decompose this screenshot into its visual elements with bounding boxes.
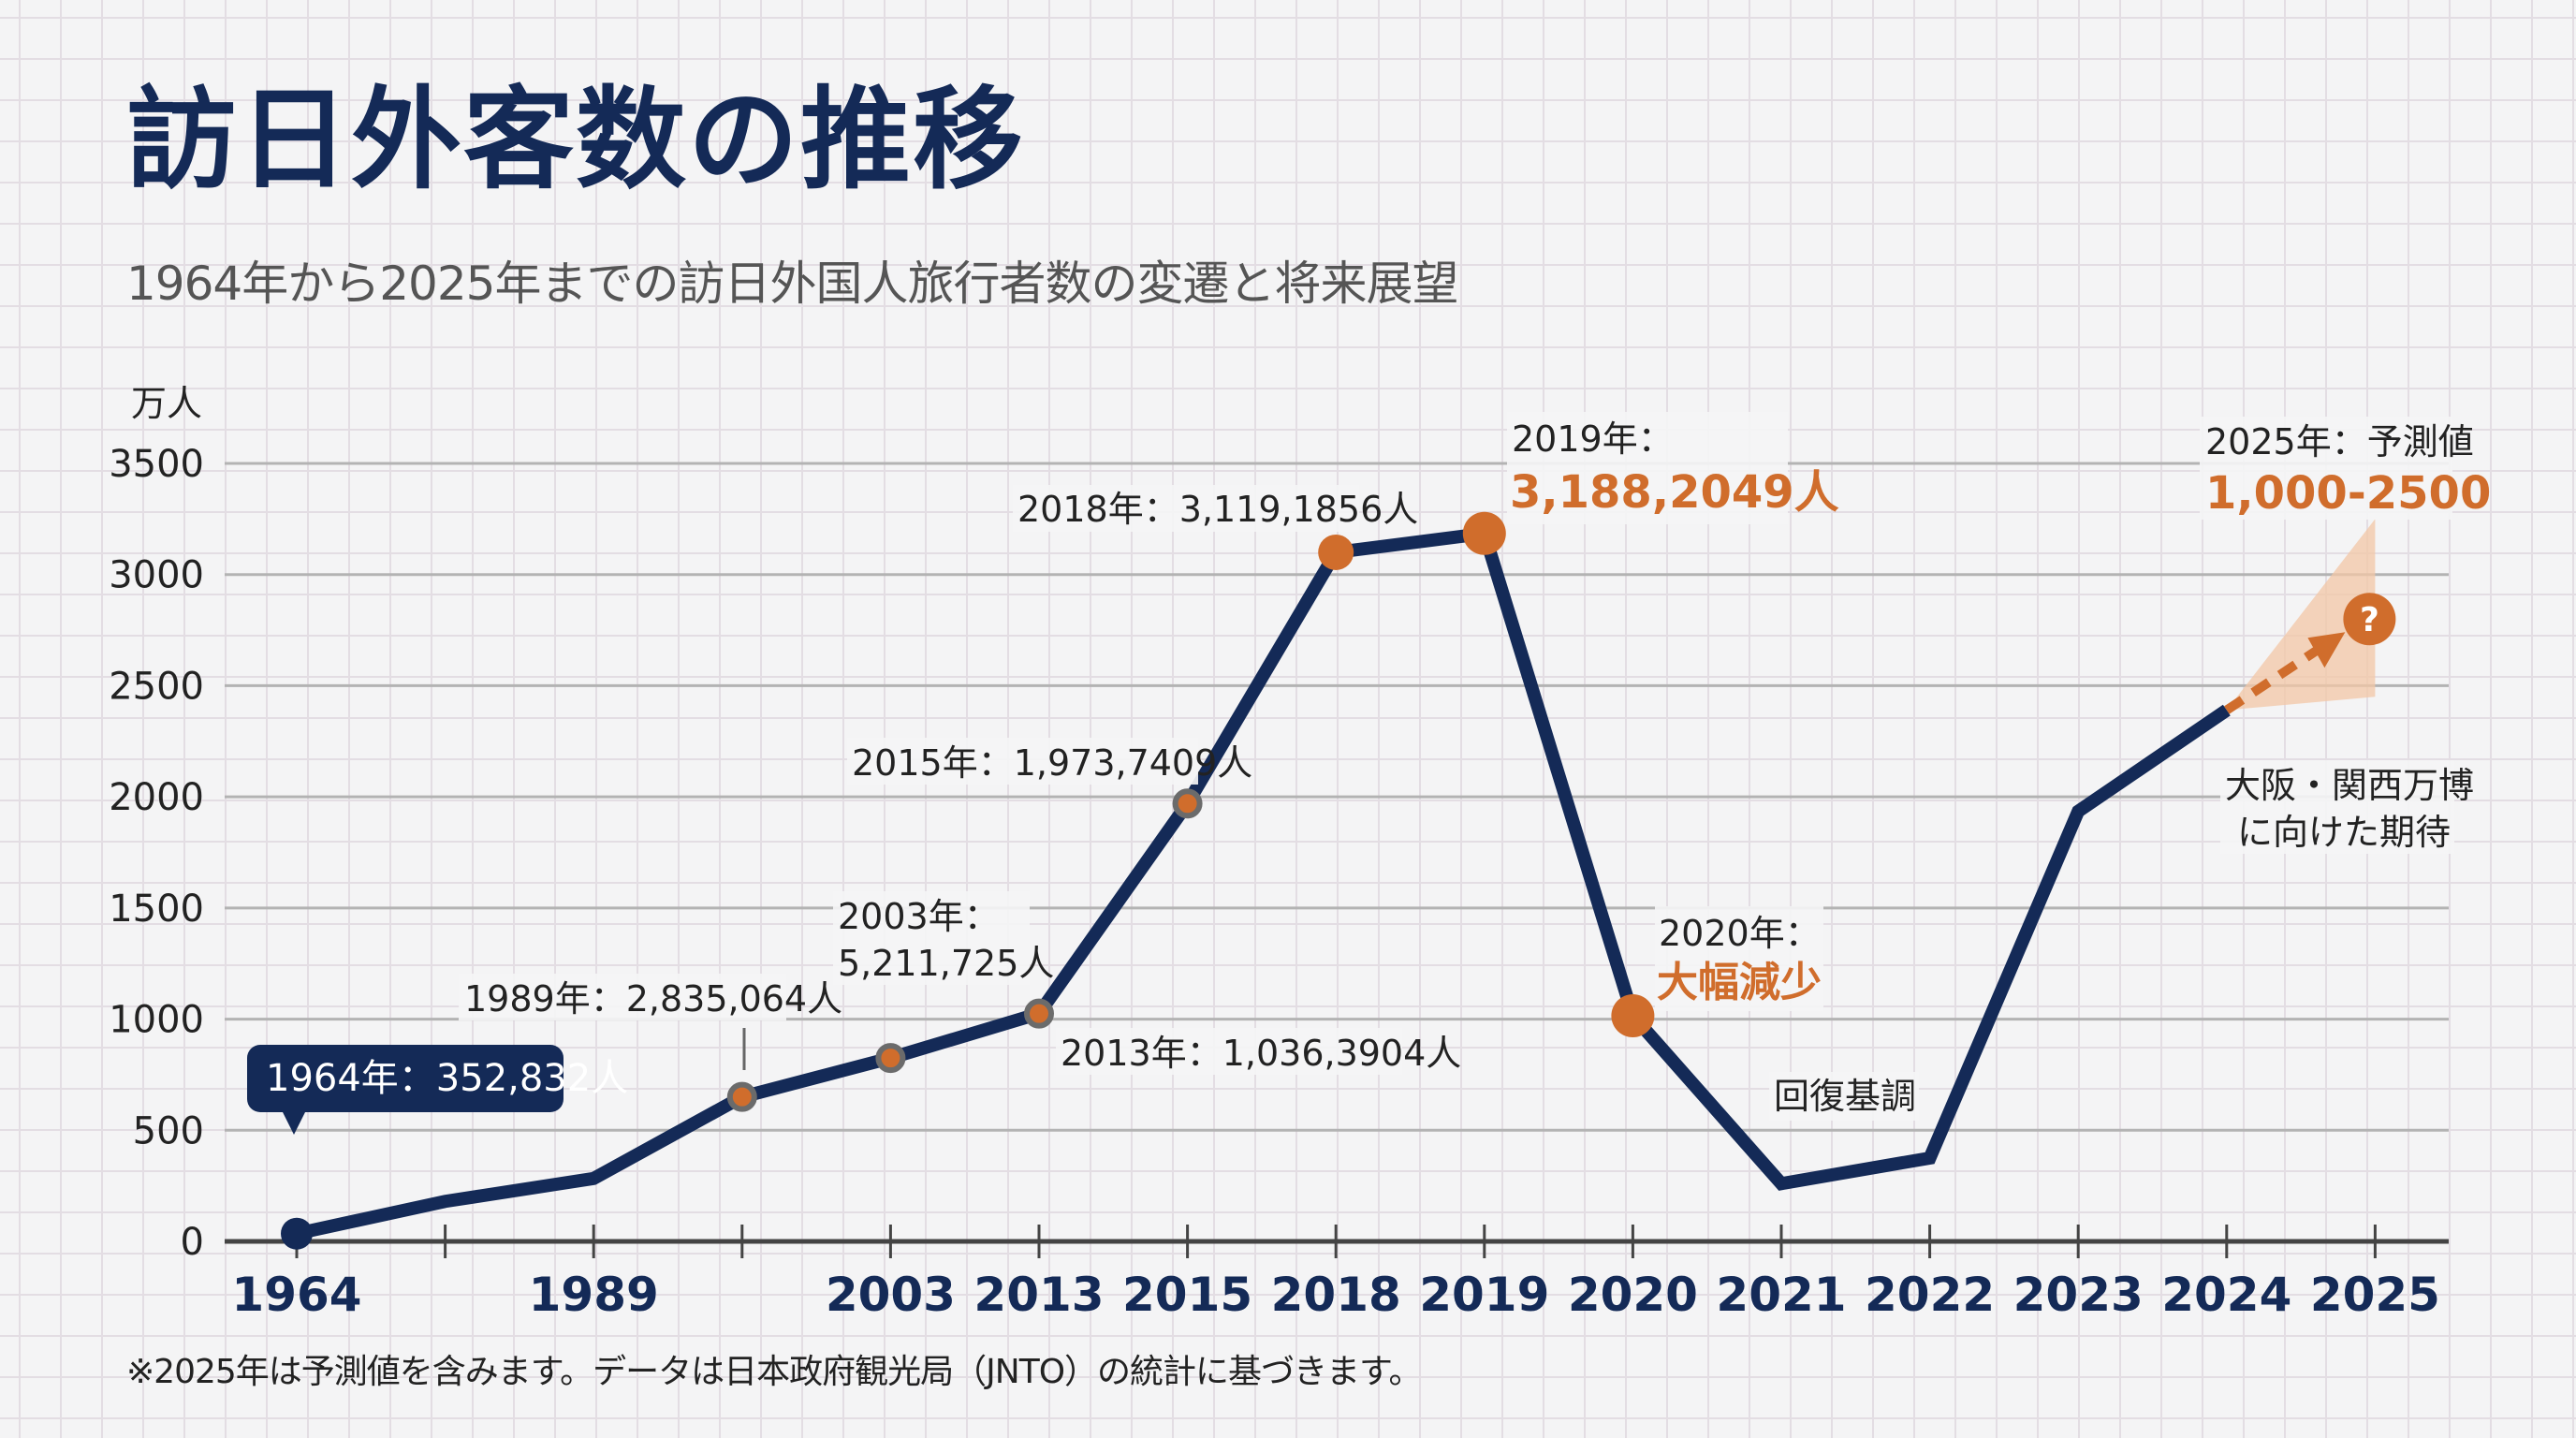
page-subtitle: 1964年から2025年までの訪日外国人旅行者数の変遷と将来展望: [126, 257, 1458, 311]
annotation-2020-line2: 大幅減少: [1657, 959, 1822, 1006]
annotation-recovery-bg: [1769, 1072, 1919, 1121]
data-point-marker: [1611, 994, 1655, 1038]
forecast-group: ?: [2224, 519, 2396, 714]
series-line: [295, 526, 2231, 1240]
x-axis: [225, 1225, 2449, 1258]
annotation-1989-bg: [459, 974, 786, 1020]
data-point-marker: [281, 1217, 313, 1250]
annotation-2018: 2018年：3,119,1856人: [1017, 489, 1418, 530]
annotation-2018-bg: [1013, 485, 1359, 532]
y-tick-label-3000: 3000: [109, 554, 204, 597]
annotation-2025-bg: [2200, 417, 2452, 520]
annotation-2025-line2: 1,000-2500: [2205, 467, 2491, 520]
annotation-2019-line1: 2019年：: [1512, 418, 1674, 460]
y-tick-label-2000: 2000: [109, 776, 204, 819]
data-point-marker: [1172, 788, 1203, 819]
forecast-question-marker: [2343, 593, 2396, 646]
annotation-recovery: 回復基調: [1774, 1076, 1916, 1117]
x-tick-label-2022: 2022: [1865, 1268, 1995, 1322]
y-tick-label-2500: 2500: [109, 665, 204, 708]
x-tick-label-2013: 2013: [973, 1268, 1104, 1322]
y-gridlines: [225, 462, 2449, 1132]
annotation-2013-bg: [1056, 1028, 1402, 1075]
y-tick-label-1000: 1000: [109, 999, 204, 1042]
annotation-2025-line1: 2025年：予測値: [2205, 421, 2474, 462]
y-tick-labels: 0 500 1000 1500 2000 2500 3000 3500: [109, 443, 204, 1264]
data-point-marker: [726, 1081, 757, 1112]
footnote: ※2025年は予測値を含みます。データは日本政府観光局（JNTO）の統計に基づき…: [126, 1353, 1422, 1391]
data-point-marker: [1024, 998, 1054, 1029]
annotation-2019-line2: 3,188,2049人: [1510, 466, 1839, 519]
forecast-arrowhead: [2307, 632, 2346, 668]
annotation-2020-line1: 2020年：: [1659, 913, 1821, 954]
annotation-2013: 2013年：1,036,3904人: [1061, 1033, 1461, 1074]
annotation-expo-line2: に向けた期待: [2237, 812, 2451, 853]
question-icon: ?: [2360, 601, 2379, 639]
annotation-2003-bg: [833, 891, 1030, 985]
x-tick-label-2025: 2025: [2310, 1268, 2440, 1322]
annotation-1989: 1989年：2,835,064人: [464, 978, 842, 1020]
x-tick-label-1964: 1964: [231, 1268, 361, 1322]
annotation-2015-bg: [847, 738, 1198, 785]
x-tick-labels: 1964 1989 2003 2013 2015 2018 2019 2020 2021 2022…: [231, 1268, 2440, 1322]
page-title: 訪日外客数の推移: [126, 75, 1026, 204]
y-tick-label-500: 500: [133, 1109, 204, 1152]
annotation-2020-bg: [1655, 906, 1823, 1011]
x-tick-label-2015: 2015: [1122, 1268, 1252, 1322]
x-tick-label-2019: 2019: [1419, 1268, 1549, 1322]
annotation-2015: 2015年：1,973,7409人: [852, 742, 1252, 784]
data-point-marker: [875, 1043, 906, 1074]
annotation-expo-bg: [2220, 760, 2454, 854]
annotation-2019-bg: [1507, 412, 1788, 524]
annotation-expo-line1: 大阪・関西万博: [2225, 765, 2474, 806]
y-tick-label-3500: 3500: [109, 443, 204, 486]
x-tick-label-2003: 2003: [826, 1268, 956, 1322]
y-axis-unit-label: 万人: [131, 383, 202, 424]
x-tick-label-2021: 2021: [1716, 1268, 1846, 1322]
data-markers: [281, 511, 1655, 1250]
annotation-1964: 1964年：352,832人: [266, 1057, 628, 1100]
forecast-range-fan: [2226, 519, 2376, 711]
data-point-marker: [1462, 511, 1506, 555]
x-tick-label-2023: 2023: [2013, 1268, 2144, 1322]
series-polyline: [295, 526, 2231, 1240]
forecast-dashed-arrow: [2224, 645, 2322, 714]
x-tick-label-2020: 2020: [1568, 1268, 1698, 1322]
data-point-marker: [1318, 534, 1354, 570]
annotation-2003-line1: 2003年：: [838, 896, 1000, 937]
y-tick-label-0: 0: [181, 1221, 204, 1264]
x-tick-label-2024: 2024: [2161, 1268, 2291, 1322]
annotation-2003-line2: 5,211,725人: [838, 943, 1054, 984]
x-tick-label-2018: 2018: [1271, 1268, 1401, 1322]
y-tick-label-1500: 1500: [109, 888, 204, 931]
callout-1964: 1964年：352,832人: [247, 1045, 628, 1135]
x-tick-label-1989: 1989: [529, 1268, 659, 1322]
callout-1964-bubble: [247, 1045, 564, 1135]
